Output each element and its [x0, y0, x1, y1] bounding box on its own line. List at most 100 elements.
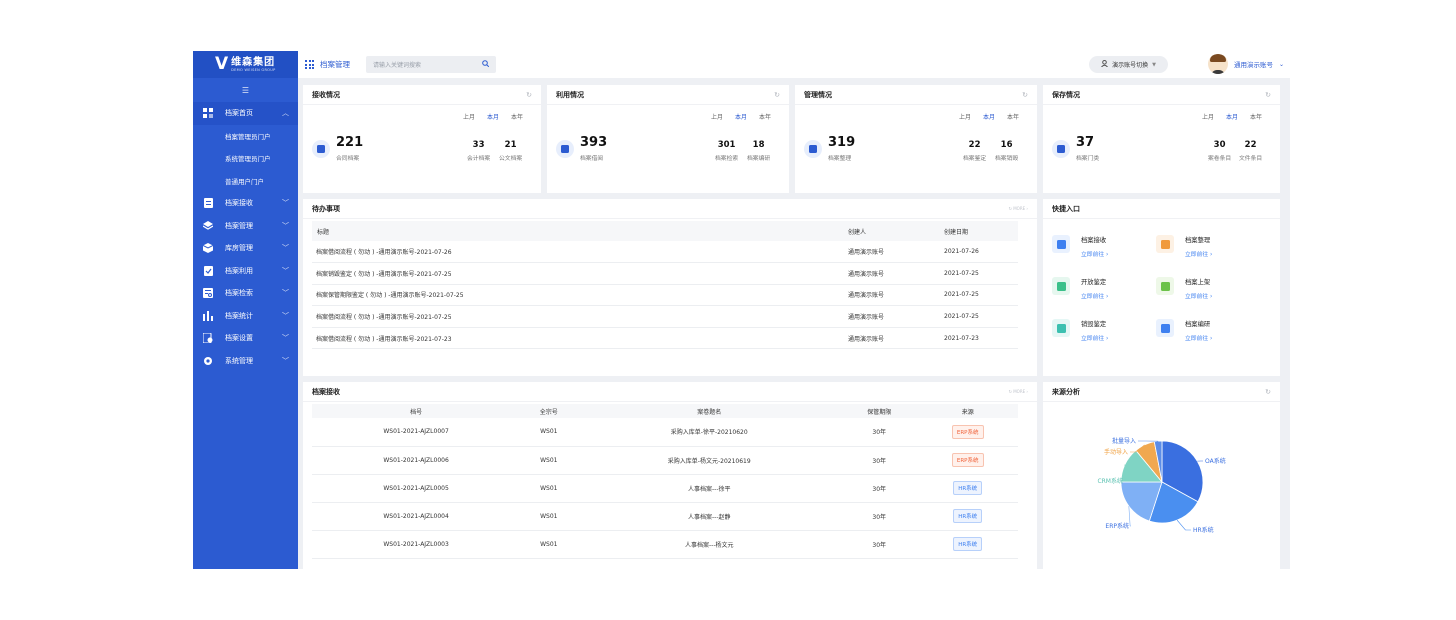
gear-icon	[203, 356, 213, 366]
sidebar-item-label: 系统管理	[225, 356, 253, 365]
source-badge: ERP系统	[951, 424, 984, 439]
quick-entry-0[interactable]: 档案接收 立即前往 ›	[1052, 233, 1162, 261]
stat-mini: 22 档案鉴定	[963, 140, 987, 162]
sidebar-item-manage[interactable]: 档案管理 ﹀	[193, 215, 298, 238]
table-row[interactable]: 档案借阅流程 ( 勿动 ) -通用演示账号-2021-07-25 通用演示账号 20…	[312, 305, 1018, 328]
tab-this-month[interactable]: 本月	[734, 114, 747, 121]
refresh-icon[interactable]: ↻	[1265, 91, 1271, 99]
source-badge: HR系统	[953, 481, 983, 495]
card-title: 档案接收	[312, 387, 340, 396]
sidebar-item-stats[interactable]: 档案统计 ﹀	[193, 305, 298, 328]
table-row[interactable]: 档案借阅流程 ( 勿动 ) -通用演示账号-2021-07-26 通用演示账号 20…	[312, 241, 1018, 264]
pie-label: ERP系统	[1105, 522, 1129, 530]
sidebar-item-search[interactable]: 档案检索 ﹀	[193, 282, 298, 305]
table-row[interactable]: WS01-2021-AJZL0007 WS01 采购入库单-徐平-20210620 3…	[312, 418, 1018, 447]
more-link[interactable]: ↻ MORE ›	[1008, 206, 1028, 211]
shelf-icon	[1156, 277, 1174, 295]
search-icon[interactable]	[482, 60, 490, 69]
refresh-icon[interactable]: ↻	[774, 91, 780, 99]
sidebar-subitem-archivist[interactable]: 档案管理员门户	[225, 132, 271, 141]
tab-last-month[interactable]: 上月	[958, 114, 971, 121]
stat-card-receive: 接收情况 ↻ 上月 本月 本年 221 合同档案 33 会计档案 21 公文档案	[303, 85, 541, 193]
card-title: 利用情况	[556, 90, 584, 99]
brand-logo[interactable]: V 维森集团 DEMO WEISEN GROUP	[193, 51, 298, 78]
sidebar-item-label: 档案管理	[225, 221, 253, 230]
sidebar-item-label: 档案检索	[225, 289, 253, 298]
go-link[interactable]: 立即前往 ›	[1081, 336, 1109, 342]
go-link[interactable]: 立即前往 ›	[1081, 294, 1109, 300]
tab-this-month[interactable]: 本月	[982, 114, 995, 121]
go-link[interactable]: 立即前往 ›	[1185, 294, 1213, 300]
refresh-icon[interactable]: ↻	[1022, 91, 1028, 99]
apps-grid-icon[interactable]	[305, 60, 314, 69]
stat-main-value: 393	[580, 135, 608, 150]
stat-card-storage: 保存情况 ↻ 上月 本月 本年 37 档案门类 30 案卷条目 22 文件条目	[1043, 85, 1280, 193]
stat-main-label: 合同档案	[336, 156, 360, 162]
tab-last-month[interactable]: 上月	[710, 114, 723, 121]
tab-this-month[interactable]: 本月	[1225, 114, 1238, 121]
table-row[interactable]: WS01-2021-AJZL0005 WS01 人事档案---徐平 30年 HR系统	[312, 474, 1018, 503]
tab-last-month[interactable]: 上月	[1201, 114, 1214, 121]
search-input[interactable]: 请输入关键词搜索	[366, 56, 496, 73]
column-header: 案卷题名	[577, 404, 842, 418]
collapse-menu-icon[interactable]: ☰	[241, 85, 250, 95]
table-row[interactable]: WS01-2021-AJZL0004 WS01 人事档案---赵静 30年 HR系统	[312, 502, 1018, 531]
sidebar-item-settings[interactable]: 档案设置 ﹀	[193, 327, 298, 350]
sidebar-item-label: 档案统计	[225, 311, 253, 320]
user-menu[interactable]: 通用演示账号 ⌄	[1208, 54, 1284, 74]
sidebar-item-system[interactable]: 系统管理 ﹀	[193, 350, 298, 373]
quick-entry-3[interactable]: 档案上架立即前往 ›	[1156, 275, 1266, 303]
brand-name-en: DEMO WEISEN GROUP	[231, 68, 276, 72]
pie-slice-1[interactable]	[1148, 481, 1199, 524]
chevron-down-icon: ﹀	[282, 221, 289, 230]
category-grid-icon	[1052, 140, 1070, 158]
sidebar-item-warehouse[interactable]: 库房管理 ﹀	[193, 237, 298, 260]
tab-this-year[interactable]: 本年	[510, 114, 523, 121]
quick-entry-1[interactable]: 档案整理 立即前往 ›	[1156, 233, 1266, 261]
go-link[interactable]: 立即前往 ›	[1081, 252, 1109, 258]
tab-this-year[interactable]: 本年	[1249, 114, 1262, 121]
account-switch-button[interactable]: 演示账号切换 ▼	[1089, 56, 1168, 73]
table-row[interactable]: 档案保管期限鉴定 ( 勿动 ) -通用演示账号-2021-07-25 通用演示账号…	[312, 284, 1018, 307]
more-link[interactable]: ↻ MORE ›	[1008, 389, 1028, 394]
sidebar-item-use[interactable]: 档案利用 ﹀	[193, 260, 298, 283]
app-window: V 维森集团 DEMO WEISEN GROUP ☰ 档案首页 ︿ 档案管理员门…	[193, 51, 1290, 569]
table-row[interactable]: WS01-2021-AJZL0006 WS01 采购入库单-杨文元-20210619…	[312, 446, 1018, 475]
go-link[interactable]: 立即前往 ›	[1185, 252, 1213, 258]
sidebar-subitem-user[interactable]: 普通用户门户	[225, 177, 264, 186]
download-icon	[1052, 235, 1070, 253]
quick-entry-2[interactable]: 开放鉴定 立即前往 ›	[1052, 275, 1162, 303]
table-row[interactable]: 档案借阅流程 ( 勿动 ) -通用演示账号-2021-07-23 通用演示账号 20…	[312, 327, 1018, 350]
quick-entry-card: 快捷入口 档案接收 立即前往 › 档案整理 立即前往 › 开放鉴定 立即前往 › 档案上架立…	[1043, 199, 1280, 376]
refresh-icon[interactable]: ↻	[526, 91, 532, 99]
quick-entry-name: 档案上架	[1185, 279, 1211, 286]
tab-this-year[interactable]: 本年	[1006, 114, 1019, 121]
stat-mini: 18 档案编研	[747, 140, 771, 162]
tab-last-month[interactable]: 上月	[462, 114, 475, 121]
stat-main-value: 319	[828, 135, 856, 150]
sidebar-item-home[interactable]: 档案首页 ︿	[193, 102, 298, 125]
table-row[interactable]: 档案销毁鉴定 ( 勿动 ) -通用演示账号-2021-07-25 通用演示账号 20…	[312, 262, 1018, 285]
table-row[interactable]: WS01-2021-AJZL0003 WS01 人事档案---杨文元 30年 HR系统	[312, 530, 1018, 559]
tab-this-month[interactable]: 本月	[486, 114, 499, 121]
pie-slice-2[interactable]	[1120, 481, 1163, 522]
refresh-icon[interactable]: ↻	[1265, 388, 1271, 396]
brand-name: 维森集团	[231, 57, 276, 68]
quick-entry-name: 档案编研	[1185, 321, 1211, 328]
todo-card: 待办事项 ↻ MORE › 标题 创建人 创建日期 档案借阅流程 ( 勿动 ) -…	[303, 199, 1037, 376]
sidebar-item-label: 档案利用	[225, 266, 253, 275]
source-badge: ERP系统	[951, 453, 984, 467]
tab-this-year[interactable]: 本年	[758, 114, 771, 121]
go-link[interactable]: 立即前往 ›	[1185, 336, 1213, 342]
sidebar-subitem-sysadmin[interactable]: 系统管理员门户	[225, 155, 271, 164]
sidebar-item-receive[interactable]: 档案接收 ﹀	[193, 192, 298, 215]
quick-entry-4[interactable]: 销毁鉴定 立即前往 ›	[1052, 317, 1162, 345]
checklist-icon	[203, 265, 213, 276]
clipboard-check-icon	[1052, 277, 1070, 295]
quick-entry-5[interactable]: 档案编研立即前往 ›	[1156, 317, 1266, 345]
user-name: 通用演示账号	[1234, 61, 1273, 69]
sidebar: V 维森集团 DEMO WEISEN GROUP ☰ 档案首页 ︿ 档案管理员门…	[193, 51, 298, 569]
column-header: 标题	[312, 221, 848, 241]
chevron-down-icon: ﹀	[282, 356, 289, 365]
source-badge: HR系统	[953, 509, 983, 523]
